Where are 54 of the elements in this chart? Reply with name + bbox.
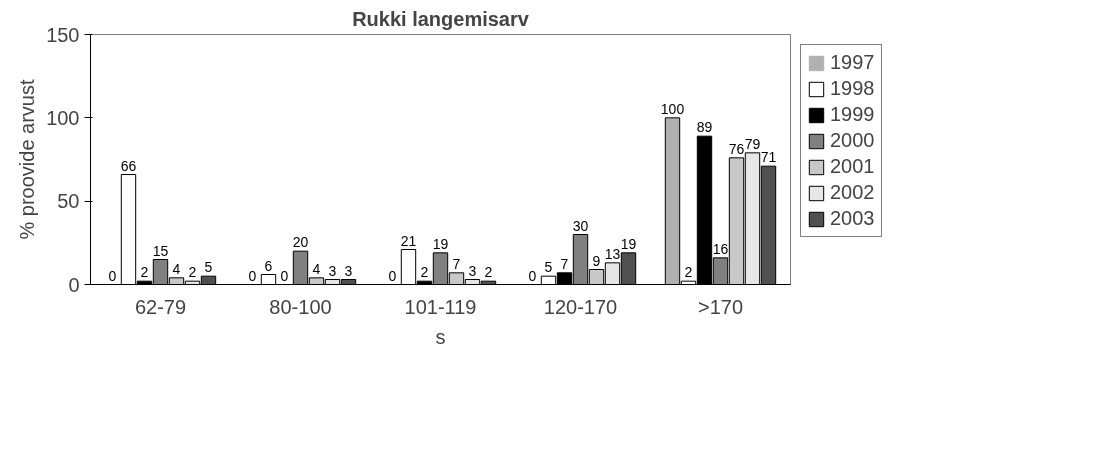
data-label: 4 bbox=[312, 260, 321, 277]
x-tick-label: 80-100 bbox=[269, 295, 332, 318]
data-label: 71 bbox=[760, 149, 777, 166]
legend-label: 2003 bbox=[830, 207, 875, 230]
y-axis-title: % proovide arvust bbox=[16, 79, 39, 240]
data-label: 16 bbox=[712, 240, 729, 257]
data-label: 20 bbox=[292, 234, 309, 251]
data-label: 2 bbox=[188, 264, 197, 281]
data-label: 2 bbox=[140, 264, 149, 281]
data-label: 0 bbox=[528, 267, 537, 284]
data-label: 0 bbox=[108, 267, 117, 284]
x-tick-label: 62-79 bbox=[134, 295, 187, 318]
data-label: 3 bbox=[344, 262, 353, 279]
chart-title: Rukki langemisarv bbox=[352, 7, 530, 30]
data-label: 13 bbox=[604, 245, 621, 262]
legend-label: 1997 bbox=[830, 51, 875, 74]
data-label: 2 bbox=[684, 264, 693, 281]
y-tick-label: 50 bbox=[57, 190, 80, 213]
x-tick-label: 101-119 bbox=[404, 295, 477, 318]
data-label: 66 bbox=[120, 157, 137, 174]
y-tick-label: 0 bbox=[68, 273, 80, 296]
data-label: 76 bbox=[728, 140, 745, 157]
legend-label: 2002 bbox=[830, 181, 875, 204]
data-label: 6 bbox=[264, 257, 273, 274]
x-tick-label: 120-170 bbox=[543, 295, 618, 318]
data-label: 5 bbox=[204, 259, 213, 276]
legend-label: 1998 bbox=[830, 77, 875, 100]
y-tick-label: 150 bbox=[46, 23, 80, 46]
data-label: 30 bbox=[572, 217, 589, 234]
legend-label: 2000 bbox=[830, 129, 875, 152]
data-label: 0 bbox=[280, 267, 289, 284]
data-label: 7 bbox=[452, 255, 461, 272]
data-label: 7 bbox=[560, 255, 569, 272]
x-axis-title: s bbox=[435, 325, 446, 348]
data-label: 2 bbox=[484, 264, 493, 281]
data-label: 3 bbox=[328, 262, 337, 279]
data-label: 2 bbox=[420, 264, 429, 281]
x-tick-label: >170 bbox=[697, 295, 744, 318]
data-label: 89 bbox=[696, 119, 713, 136]
legend-label: 2001 bbox=[830, 155, 875, 178]
data-label: 4 bbox=[172, 260, 181, 277]
data-label: 5 bbox=[544, 259, 553, 276]
data-label: 79 bbox=[744, 135, 761, 152]
data-label: 19 bbox=[432, 235, 449, 252]
data-label: 0 bbox=[388, 267, 397, 284]
data-label: 100 bbox=[660, 100, 685, 117]
data-label: 21 bbox=[400, 232, 417, 249]
data-label: 0 bbox=[248, 267, 257, 284]
data-label: 3 bbox=[468, 262, 477, 279]
legend-label: 1999 bbox=[830, 103, 875, 126]
y-tick-label: 100 bbox=[46, 106, 80, 129]
data-label: 9 bbox=[592, 252, 601, 269]
data-label: 19 bbox=[620, 235, 637, 252]
data-label: 15 bbox=[152, 242, 169, 259]
